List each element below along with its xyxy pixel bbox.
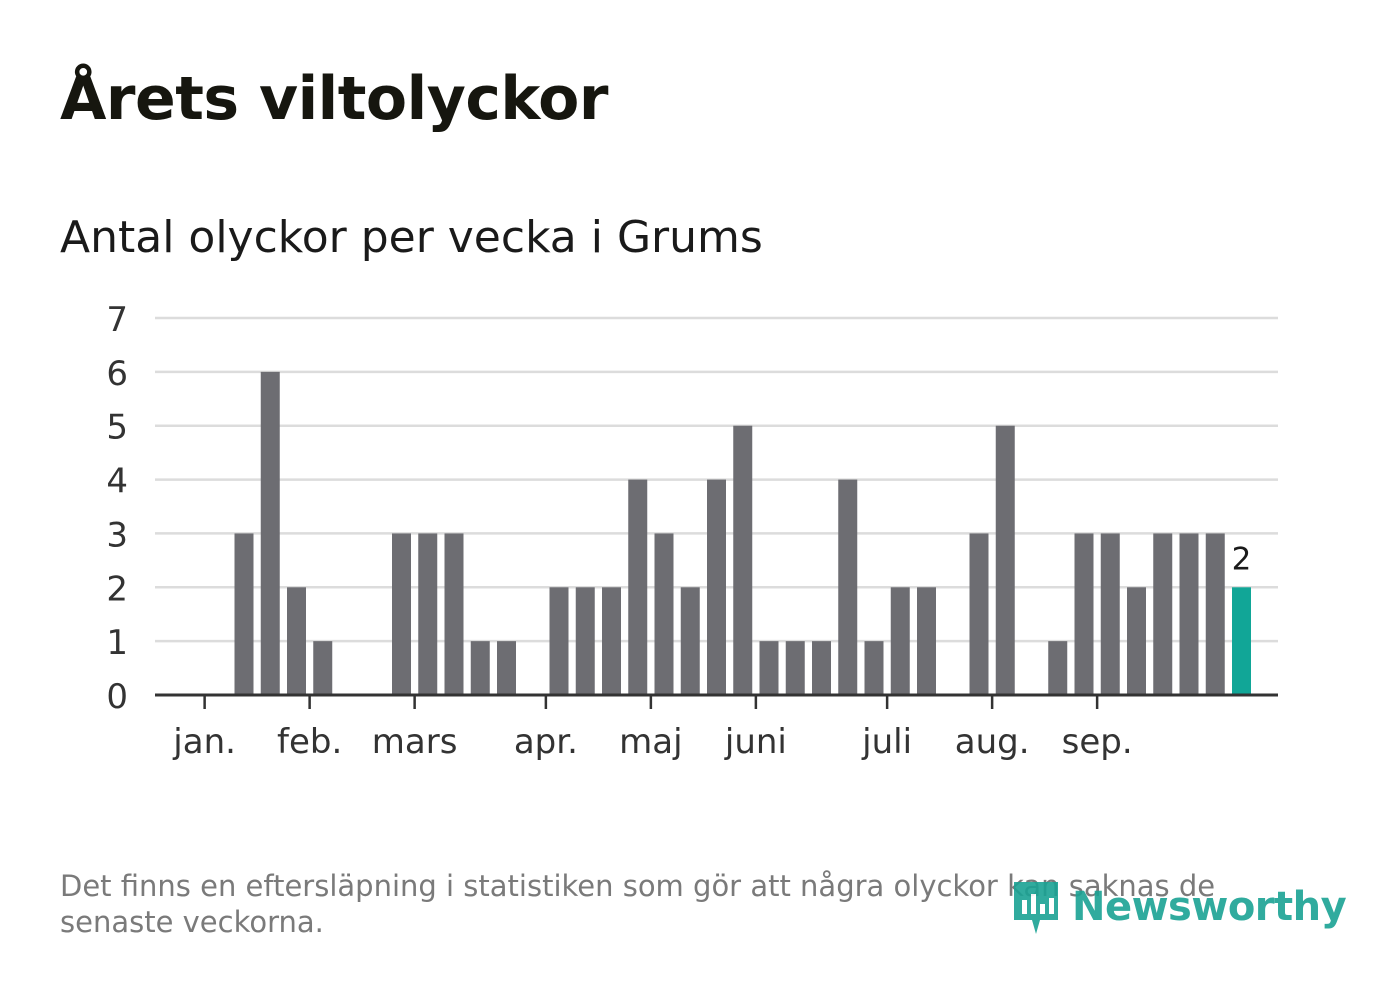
bar [470, 641, 490, 695]
x-tick-label: feb. [277, 722, 342, 762]
x-tick-label: juni [724, 722, 787, 762]
y-tick-label: 2 [106, 569, 128, 609]
bar [1205, 533, 1225, 695]
y-tick-label: 6 [106, 354, 128, 394]
bar [1153, 533, 1173, 695]
bar [969, 533, 989, 695]
x-tick-label: sep. [1062, 722, 1133, 762]
bar [392, 533, 411, 695]
x-tick-label: jan. [172, 722, 236, 762]
bar [628, 479, 648, 695]
x-tick-label: aug. [955, 722, 1030, 762]
bar [260, 371, 280, 695]
bar [1127, 587, 1146, 695]
y-tick-label: 5 [106, 408, 128, 448]
y-tick-label: 7 [106, 300, 128, 340]
bar-highlight [1232, 587, 1251, 695]
bar [654, 533, 674, 695]
bar [995, 425, 1015, 695]
bar [1074, 533, 1094, 695]
x-tick-label: apr. [514, 722, 578, 762]
bar [707, 479, 726, 695]
bar [838, 479, 858, 695]
bar [785, 641, 805, 695]
logo-text: Newsworthy [1072, 884, 1347, 930]
bar [287, 587, 306, 695]
bar [864, 641, 884, 695]
newsworthy-logo-icon [1014, 882, 1058, 934]
bar [602, 587, 621, 695]
bar [234, 533, 254, 695]
bar [418, 533, 438, 695]
bar [680, 587, 700, 695]
bar [1179, 533, 1199, 695]
bar [1048, 641, 1068, 695]
bar [549, 587, 569, 695]
newsworthy-logo: Newsworthy [1010, 876, 1347, 938]
y-tick-label: 4 [106, 462, 128, 502]
x-tick-label: juli [861, 722, 912, 762]
bar-chart: 0 1 2 3 4 5 6 7 2 jan. feb. mars apr. maj juni juli aug.… [106, 300, 1278, 762]
chart-title: Årets viltolyckor [60, 64, 609, 134]
bar [575, 587, 595, 695]
x-tick-label: maj [619, 722, 682, 762]
bar [917, 587, 936, 695]
bar [1100, 533, 1120, 695]
y-tick-label: 1 [106, 623, 128, 663]
x-tick-label: mars [372, 722, 458, 762]
chart-subtitle: Antal olyckor per vecka i Grums [60, 212, 763, 263]
y-tick-label: 0 [106, 677, 128, 717]
y-tick-label: 3 [106, 515, 128, 555]
bar [890, 587, 910, 695]
bar [313, 641, 333, 695]
bar [733, 425, 753, 695]
data-label: 2 [1232, 541, 1252, 577]
bar [812, 641, 831, 695]
bar [444, 533, 464, 695]
bar [497, 641, 516, 695]
bar [759, 641, 779, 695]
